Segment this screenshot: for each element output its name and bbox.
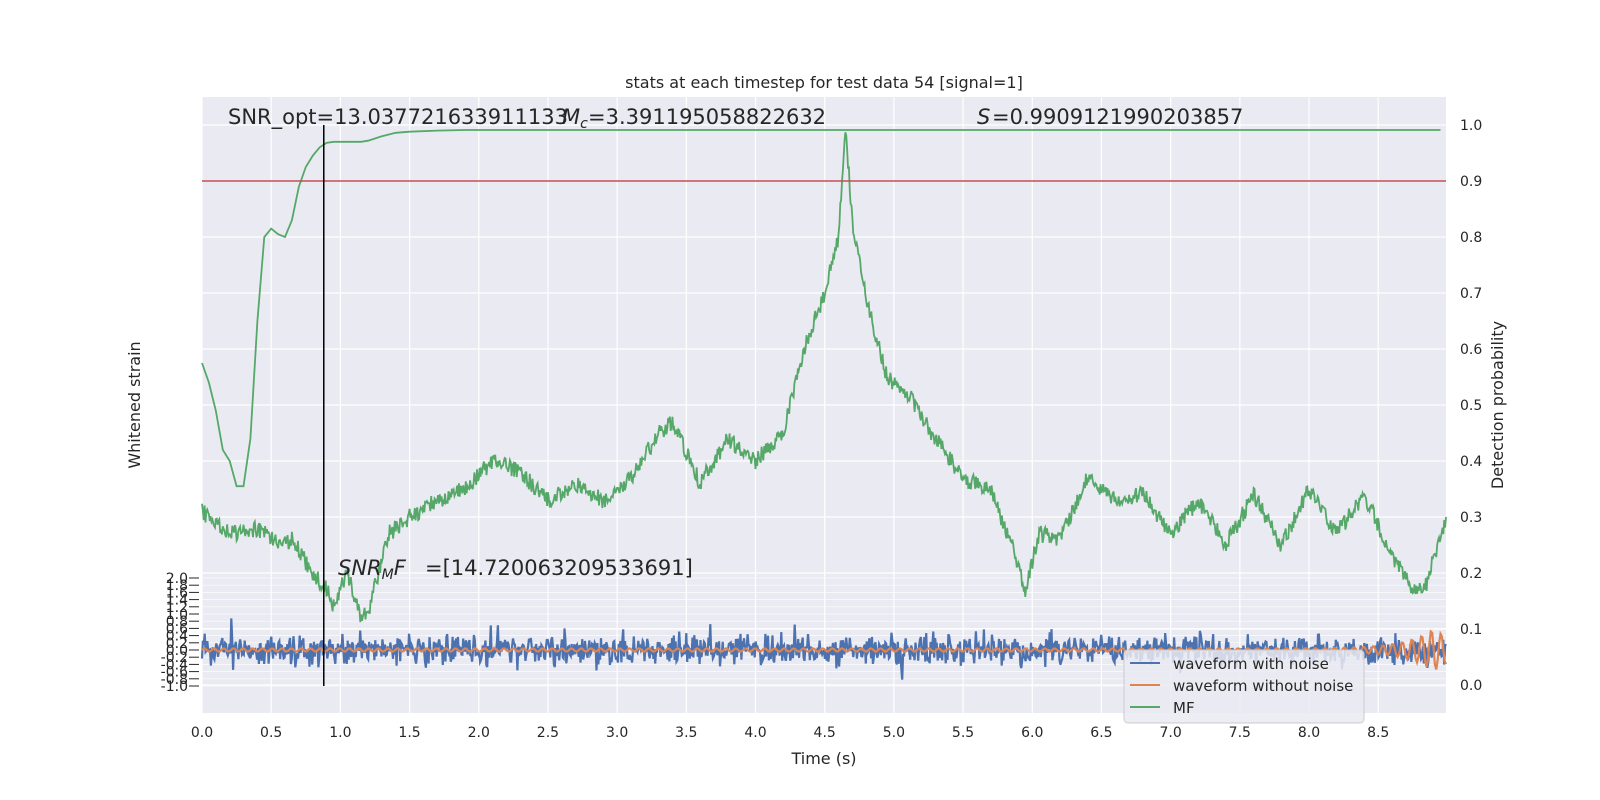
x-axis-ticks: 0.0 0.5 1.0 1.5 2.0 2.5 3.0 3.5 4.0 4.5 5.0 5.5 6.0 6… <box>191 725 1389 741</box>
snr-opt-annotation: SNR_opt=13.037721633911133 <box>228 105 568 130</box>
left-tick-label: 0.0 <box>166 643 188 659</box>
left-tick-label: -0.6 <box>161 665 188 681</box>
right-tick-label: 0.4 <box>1460 454 1482 470</box>
left-tick-label: 0.6 <box>166 621 188 637</box>
left-tick-label: -0.2 <box>161 650 188 666</box>
x-tick-label: 8.5 <box>1367 725 1389 741</box>
right-tick-label: 0.6 <box>1460 342 1482 358</box>
right-tick-label: 0.8 <box>1460 230 1482 246</box>
x-tick-label: 2.0 <box>468 725 490 741</box>
x-tick-label: 6.5 <box>1090 725 1112 741</box>
legend: waveform with noise waveform without noi… <box>1123 649 1365 724</box>
left-tick-label: 1.4 <box>166 593 188 609</box>
chart-title: stats at each timestep for test data 54 … <box>625 73 1023 92</box>
series-waveform-without-noise <box>201 629 1448 670</box>
left-tick-label: -1.0 <box>161 679 188 695</box>
series-layer <box>200 125 1448 686</box>
mc-symbol: Mc <box>562 105 588 132</box>
left-tick-label: 1.6 <box>166 585 188 601</box>
left-tick-label: 1.2 <box>166 600 188 616</box>
s-annotation: =0.9909121990203857 <box>992 105 1243 129</box>
x-tick-label: 6.0 <box>1021 725 1043 741</box>
left-tick-label: 1.0 <box>166 607 188 623</box>
x-tick-label: 2.5 <box>537 725 559 741</box>
x-tick-label: 3.0 <box>606 725 628 741</box>
right-tick-label: 0.3 <box>1460 510 1482 526</box>
x-axis-label: Time (s) <box>790 749 856 768</box>
x-tick-label: 1.5 <box>398 725 420 741</box>
mc-annotation: =3.391195058822632 <box>588 105 826 129</box>
right-tick-label: 0.2 <box>1460 566 1482 582</box>
x-tick-label: 0.5 <box>260 725 282 741</box>
x-tick-label: 5.0 <box>883 725 905 741</box>
series-mf <box>201 129 1441 488</box>
legend-label-mf: MF <box>1173 699 1195 717</box>
right-tick-label: 0.7 <box>1460 286 1482 302</box>
right-tick-label: 0.1 <box>1460 622 1482 638</box>
left-tick-label: -0.4 <box>161 657 188 673</box>
right-tick-label: 0.9 <box>1460 174 1482 190</box>
right-tick-label: 0.0 <box>1460 678 1482 694</box>
left-tick-label: 2.0 <box>166 571 188 587</box>
left-axis-ticks: 2.01.81.61.41.21.00.80.60.40.20.0-0.2-0.… <box>161 571 199 695</box>
grid <box>201 97 1446 713</box>
right-axis-label: Detection probability <box>1488 321 1507 489</box>
legend-box <box>1123 649 1365 724</box>
snr-mf-annotation: =[14.720063209533691] <box>425 556 693 580</box>
x-tick-label: 4.0 <box>744 725 766 741</box>
s-symbol: S <box>977 105 990 129</box>
x-tick-label: 8.0 <box>1298 725 1320 741</box>
x-tick-label: 5.5 <box>952 725 974 741</box>
right-tick-label: 1.0 <box>1460 118 1482 134</box>
x-tick-label: 4.5 <box>814 725 836 741</box>
x-tick-label: 1.0 <box>329 725 351 741</box>
legend-label-waveform-with-noise: waveform with noise <box>1173 655 1329 673</box>
x-tick-label: 3.5 <box>675 725 697 741</box>
left-tick-label: 1.8 <box>166 578 188 594</box>
left-axis-label: Whitened strain <box>125 341 144 468</box>
legend-label-waveform-without-noise: waveform without noise <box>1173 677 1353 695</box>
left-tick-label: 0.2 <box>166 636 188 652</box>
series-mf-per-timestep <box>201 132 1447 623</box>
right-tick-label: 0.5 <box>1460 398 1482 414</box>
left-tick-label: 0.4 <box>166 629 188 645</box>
snr-mf-symbol: SNRMF <box>338 556 407 583</box>
x-tick-label: 7.0 <box>1159 725 1181 741</box>
right-axis-ticks: 0.0 0.1 0.2 0.3 0.4 0.5 0.6 0.7 0.8 0.9 1.0 <box>1460 118 1482 694</box>
left-tick-label: -0.8 <box>161 672 188 688</box>
left-tick-label: 0.8 <box>166 614 188 630</box>
x-tick-label: 0.0 <box>191 725 213 741</box>
x-tick-label: 7.5 <box>1229 725 1251 741</box>
